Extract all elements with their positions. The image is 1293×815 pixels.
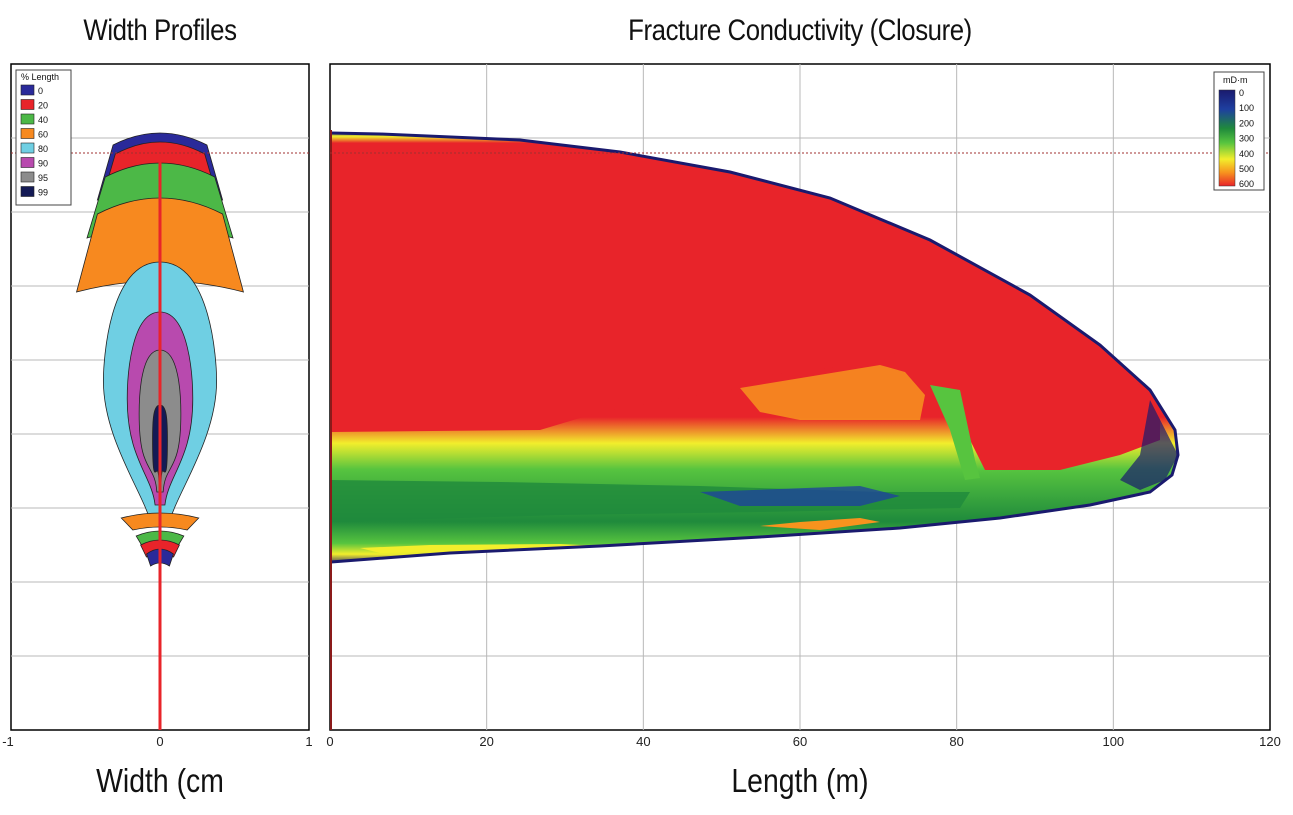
right-x-tick: 100 <box>1102 734 1125 749</box>
conductivity-title: Fracture Conductivity (Closure) <box>628 14 972 47</box>
heatmap-orange-strip <box>760 518 880 530</box>
heatmap-orange-zone <box>740 365 925 420</box>
colorbar-tick: 500 <box>1239 164 1254 174</box>
heatmap-green-strip <box>930 385 980 480</box>
legend-label: 20 <box>38 101 48 111</box>
width-axis-label: Width (cm <box>96 762 224 799</box>
right-x-tick: 60 <box>792 734 808 749</box>
legend-label: 99 <box>38 188 48 198</box>
colorbar-tick: 100 <box>1239 103 1254 113</box>
heatmap-blue-band <box>700 486 900 506</box>
legend-swatch <box>20 113 35 125</box>
legend-swatch <box>20 157 35 168</box>
left-x-tick: 1 <box>305 734 313 749</box>
right-x-tick: 20 <box>479 734 494 749</box>
colorbar-gradient <box>1218 89 1236 187</box>
legend-label: 80 <box>38 144 48 154</box>
left-x-tick: 0 <box>156 734 164 749</box>
right-x-tick: 120 <box>1259 734 1281 749</box>
legend-label: 0 <box>38 86 43 96</box>
right-x-tick: 80 <box>949 734 964 749</box>
legend-label: 40 <box>38 115 48 125</box>
legend-label: 60 <box>38 130 48 140</box>
width-profiles-title: Width Profiles <box>83 14 237 47</box>
legend-swatch <box>20 186 35 197</box>
heatmap-tip-edge <box>1120 400 1178 490</box>
legend-swatch <box>20 171 35 183</box>
legend-swatch <box>20 128 35 139</box>
legend-swatch <box>20 84 35 96</box>
right-panel <box>329 63 1271 731</box>
legend-swatch <box>20 142 35 154</box>
right-x-tick: 0 <box>326 734 334 749</box>
colorbar-tick: 300 <box>1239 134 1254 144</box>
legend-title: % Length <box>21 72 59 82</box>
right-x-tick: 40 <box>636 734 651 749</box>
colorbar-tick: 400 <box>1239 149 1254 159</box>
fracture-outline <box>330 131 1180 564</box>
left-x-tick: -1 <box>2 734 14 749</box>
heatmap-yellow-strip <box>360 544 600 553</box>
colorbar-title: mD·m <box>1223 75 1248 85</box>
legend-label: 90 <box>38 159 48 169</box>
length-axis-label: Length (m) <box>731 762 869 799</box>
colorbar-tick: 600 <box>1239 179 1254 189</box>
width-legend: % Length 0 20 40 60 80 90 95 99 <box>15 69 72 206</box>
colorbar-tick: 200 <box>1239 118 1254 128</box>
legend-label: 95 <box>38 173 48 183</box>
colorbar-tick: 0 <box>1239 88 1244 98</box>
conductivity-colorbar: mD·m 0 100 200 300 400 500 600 <box>1213 71 1265 191</box>
legend-swatch <box>20 99 35 110</box>
